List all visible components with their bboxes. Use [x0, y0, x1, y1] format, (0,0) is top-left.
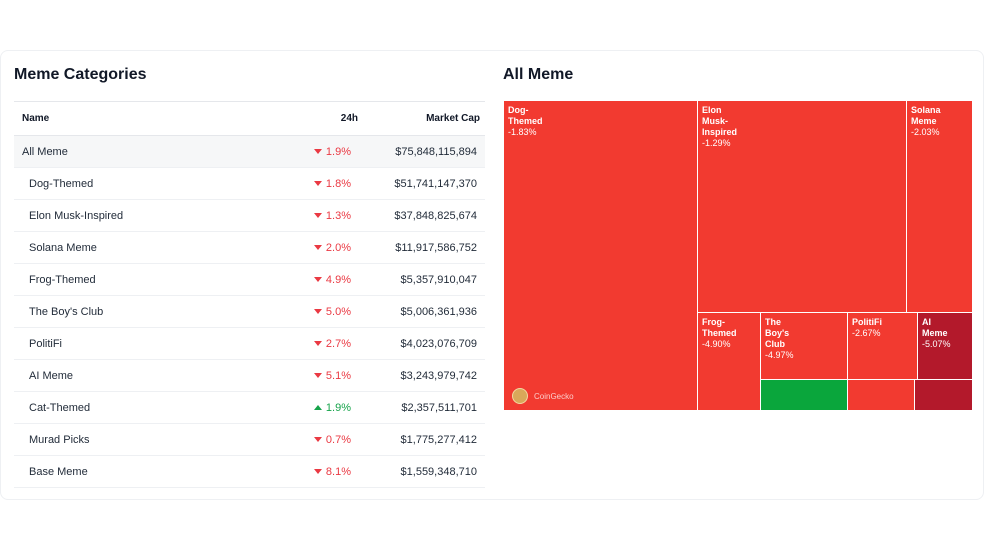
- category-treemap: Dog- Themed -1.83% CoinGecko Elon Musk- …: [503, 100, 973, 411]
- caret-down-icon: [313, 469, 322, 474]
- market-cap: $3,243,979,742: [400, 369, 477, 382]
- market-cap: $75,848,115,894: [395, 145, 477, 158]
- change-value: 8.1%: [325, 465, 351, 478]
- change-value: 0.7%: [325, 433, 351, 446]
- category-name: AI Meme: [29, 369, 74, 382]
- category-name: Base Meme: [29, 465, 88, 478]
- change-24h: 8.1%: [291, 466, 359, 478]
- category-name: All Meme: [22, 145, 68, 158]
- market-cap: $1,775,277,412: [400, 433, 477, 446]
- change-24h: 1.3%: [291, 210, 359, 222]
- table-row[interactable]: Frog-Themed 4.9% $5,357,910,047: [14, 264, 485, 296]
- column-header-24h[interactable]: 24h: [340, 113, 358, 124]
- market-cap: $37,848,825,674: [394, 209, 477, 222]
- table-row[interactable]: AI Meme 5.1% $3,243,979,742: [14, 360, 485, 392]
- change-value: 5.1%: [325, 369, 351, 382]
- table-row[interactable]: Dog-Themed 1.8% $51,741,147,370: [14, 168, 485, 200]
- categories-table: Name 24h Market Cap All Meme 1.9% $75,848,…: [14, 101, 485, 488]
- change-24h: 2.0%: [291, 242, 359, 254]
- table-body: All Meme 1.9% $75,848,115,894 Dog-Themed 1.8…: [14, 136, 485, 488]
- change-24h: 2.7%: [291, 338, 359, 350]
- change-24h: 5.1%: [291, 370, 359, 382]
- tile-solana-meme[interactable]: Solana Meme -2.03%: [906, 100, 973, 313]
- change-value: 2.0%: [325, 241, 351, 254]
- change-24h: 4.9%: [291, 274, 359, 286]
- change-24h: 5.0%: [291, 306, 359, 318]
- market-cap: $5,357,910,047: [400, 273, 477, 286]
- coingecko-logo-icon: [512, 388, 528, 404]
- change-value: 1.9%: [325, 145, 351, 158]
- meme-categories-title: Meme Categories: [14, 66, 147, 83]
- category-name: Murad Picks: [29, 433, 90, 446]
- column-header-market-cap[interactable]: Market Cap: [426, 113, 480, 124]
- table-row[interactable]: Elon Musk-Inspired 1.3% $37,848,825,674: [14, 200, 485, 232]
- caret-down-icon: [313, 341, 322, 346]
- table-row[interactable]: Murad Picks 0.7% $1,775,277,412: [14, 424, 485, 456]
- table-row[interactable]: Cat-Themed 1.9% $2,357,511,701: [14, 392, 485, 424]
- category-name: Solana Meme: [29, 241, 97, 254]
- change-value: 4.9%: [325, 273, 351, 286]
- coingecko-watermark: CoinGecko: [512, 388, 574, 404]
- tile-frog-themed[interactable]: Frog- Themed -4.90%: [697, 312, 761, 411]
- change-value: 1.8%: [325, 177, 351, 190]
- caret-down-icon: [313, 213, 322, 218]
- tile-cat-themed[interactable]: [760, 379, 848, 411]
- change-24h: 0.7%: [291, 434, 359, 446]
- table-header: Name 24h Market Cap: [14, 101, 485, 136]
- market-cap: $51,741,147,370: [394, 177, 477, 190]
- change-value: 1.9%: [325, 401, 351, 414]
- tile-elon-musk-inspired[interactable]: Elon Musk- Inspired -1.29%: [697, 100, 907, 313]
- change-24h: 1.9%: [291, 402, 359, 414]
- category-name: Frog-Themed: [29, 273, 96, 286]
- caret-down-icon: [313, 309, 322, 314]
- tile-base-meme[interactable]: [914, 379, 973, 411]
- market-cap: $5,006,361,936: [400, 305, 477, 318]
- table-row[interactable]: Solana Meme 2.0% $11,917,586,752: [14, 232, 485, 264]
- caret-up-icon: [313, 405, 322, 410]
- change-value: 5.0%: [325, 305, 351, 318]
- change-value: 1.3%: [325, 209, 351, 222]
- table-row[interactable]: All Meme 1.9% $75,848,115,894: [14, 136, 485, 168]
- change-value: 2.7%: [325, 337, 351, 350]
- tile-murad-picks[interactable]: [847, 379, 915, 411]
- caret-down-icon: [313, 373, 322, 378]
- caret-down-icon: [313, 437, 322, 442]
- table-row[interactable]: Base Meme 8.1% $1,559,348,710: [14, 456, 485, 488]
- market-cap: $4,023,076,709: [400, 337, 477, 350]
- category-name: The Boy's Club: [29, 305, 104, 318]
- caret-down-icon: [313, 245, 322, 250]
- change-24h: 1.8%: [291, 178, 359, 190]
- market-cap: $1,559,348,710: [400, 465, 477, 478]
- tile-the-boys-club[interactable]: The Boy's Club -4.97%: [760, 312, 848, 380]
- tile-politifi[interactable]: PolitiFi -2.67%: [847, 312, 918, 380]
- market-cap: $11,917,586,752: [395, 241, 477, 254]
- treemap-title: All Meme: [503, 66, 574, 83]
- change-24h: 1.9%: [291, 146, 359, 158]
- table-row[interactable]: PolitiFi 2.7% $4,023,076,709: [14, 328, 485, 360]
- market-cap: $2,357,511,701: [401, 401, 477, 414]
- caret-down-icon: [313, 277, 322, 282]
- tile-dog-themed[interactable]: Dog- Themed -1.83% CoinGecko: [503, 100, 698, 411]
- tile-ai-meme[interactable]: AI Meme -5.07%: [917, 312, 973, 380]
- caret-down-icon: [313, 149, 322, 154]
- category-name: Cat-Themed: [29, 401, 91, 414]
- caret-down-icon: [313, 181, 322, 186]
- column-header-name[interactable]: Name: [22, 113, 50, 124]
- table-row[interactable]: The Boy's Club 5.0% $5,006,361,936: [14, 296, 485, 328]
- category-name: Dog-Themed: [29, 177, 94, 190]
- category-name: PolitiFi: [29, 337, 63, 350]
- category-name: Elon Musk-Inspired: [29, 209, 124, 222]
